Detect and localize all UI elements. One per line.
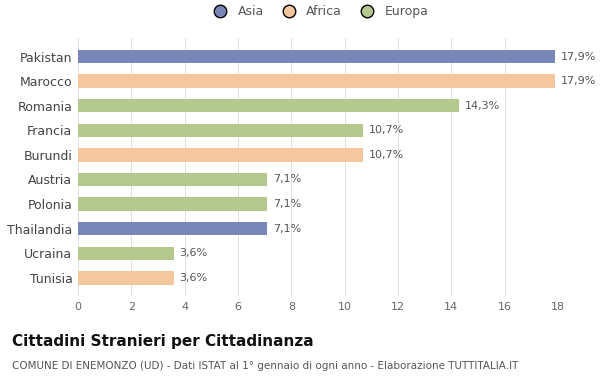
Bar — [78, 148, 364, 162]
Bar — [78, 173, 268, 186]
Text: 3,6%: 3,6% — [179, 273, 208, 283]
Bar — [78, 50, 556, 63]
Bar — [78, 99, 460, 112]
Bar — [78, 197, 268, 211]
Text: 7,1%: 7,1% — [272, 199, 301, 209]
Text: 10,7%: 10,7% — [368, 150, 404, 160]
Bar — [78, 74, 556, 88]
Bar — [78, 247, 174, 260]
Text: 14,3%: 14,3% — [464, 101, 500, 111]
Legend: Asia, Africa, Europa: Asia, Africa, Europa — [205, 3, 431, 21]
Bar — [78, 124, 364, 137]
Text: 10,7%: 10,7% — [368, 125, 404, 135]
Text: COMUNE DI ENEMONZO (UD) - Dati ISTAT al 1° gennaio di ogni anno - Elaborazione T: COMUNE DI ENEMONZO (UD) - Dati ISTAT al … — [12, 361, 518, 371]
Text: Cittadini Stranieri per Cittadinanza: Cittadini Stranieri per Cittadinanza — [12, 334, 314, 349]
Text: 7,1%: 7,1% — [272, 224, 301, 234]
Text: 3,6%: 3,6% — [179, 248, 208, 258]
Text: 7,1%: 7,1% — [272, 174, 301, 185]
Text: 17,9%: 17,9% — [560, 52, 596, 62]
Bar — [78, 222, 268, 236]
Bar — [78, 271, 174, 285]
Text: 17,9%: 17,9% — [560, 76, 596, 86]
